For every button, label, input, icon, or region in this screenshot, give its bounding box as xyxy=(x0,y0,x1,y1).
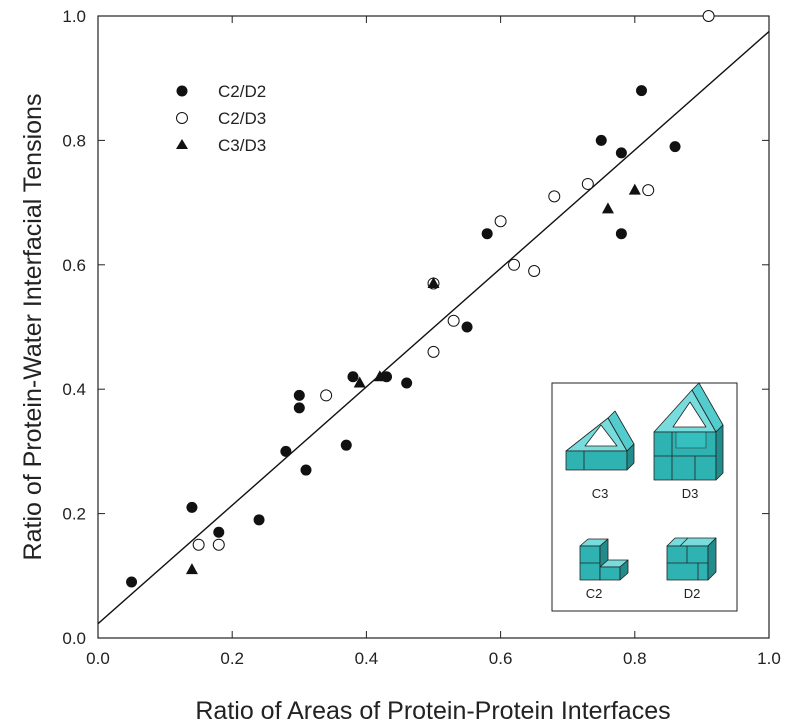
c2-shape-icon xyxy=(579,538,629,581)
legend: C2/D2 C2/D3 C3/D3 xyxy=(176,82,266,155)
point-c2d3 xyxy=(494,215,507,228)
y-axis-title: Ratio of Protein-Water Interfacial Tensi… xyxy=(19,94,47,561)
point-c2d3 xyxy=(212,538,225,551)
point-c2d2 xyxy=(293,402,305,414)
point-c2d2 xyxy=(401,377,413,389)
inset-label-c2: C2 xyxy=(586,586,603,601)
point-c2d2 xyxy=(669,141,681,153)
point-c2d2 xyxy=(615,147,627,159)
point-c2d3 xyxy=(702,10,715,22)
fit-line-group xyxy=(98,31,769,625)
point-c2d2 xyxy=(340,439,352,451)
x-axis-title: Ratio of Areas of Protein-Protein Interf… xyxy=(195,697,670,725)
legend-label-c2d3: C2/D3 xyxy=(218,109,266,128)
d3-shape-icon xyxy=(653,382,724,481)
point-c2d2 xyxy=(186,501,198,513)
point-c2d2 xyxy=(300,464,312,476)
axis-ticks: 0.0 0.2 0.4 0.6 0.8 1.0 0.0 0.2 0.4 0.6 0.8 1.0 xyxy=(62,7,780,668)
point-c2d3 xyxy=(528,265,541,278)
legend-label-c2d2: C2/D2 xyxy=(218,82,266,101)
c3-shape-icon xyxy=(565,410,635,471)
x-tick-label: 0.0 xyxy=(86,649,110,668)
x-tick-label: 0.8 xyxy=(623,649,647,668)
point-c2d3 xyxy=(508,258,521,271)
point-c2d2 xyxy=(213,526,225,538)
d2-shape-icon xyxy=(666,537,717,581)
y-tick-label: 0.6 xyxy=(62,256,86,275)
point-c2d2 xyxy=(461,321,473,333)
point-c2d2 xyxy=(481,228,493,240)
point-c2d3 xyxy=(427,345,440,358)
point-c2d2 xyxy=(126,576,138,588)
point-c2d3 xyxy=(581,177,594,190)
point-c3d3 xyxy=(427,276,440,288)
point-c2d2 xyxy=(636,85,648,97)
y-tick-label: 0.2 xyxy=(62,505,86,524)
point-c2d3 xyxy=(447,314,460,327)
x-tick-label: 0.4 xyxy=(355,649,379,668)
legend-marker-c3d3 xyxy=(176,139,188,149)
legend-marker-c2d3 xyxy=(176,112,188,124)
point-c3d3 xyxy=(185,563,198,575)
plot-frame xyxy=(97,15,770,639)
point-c3d3 xyxy=(373,370,386,382)
point-c2d2 xyxy=(253,514,265,526)
point-c3d3 xyxy=(353,376,366,388)
inset-label-d3: D3 xyxy=(682,486,699,501)
inset-shapes-box: C3 D3 C2 D2 xyxy=(551,382,738,612)
point-c3d3 xyxy=(601,202,614,214)
x-tick-label: 0.6 xyxy=(489,649,513,668)
point-c2d2 xyxy=(347,371,359,383)
y-tick-label: 0.0 xyxy=(62,629,86,648)
inset-label-c3: C3 xyxy=(592,486,609,501)
legend-marker-c2d2 xyxy=(176,85,188,97)
y-tick-label: 0.8 xyxy=(62,131,86,150)
point-c2d3 xyxy=(192,538,205,551)
point-c3d3 xyxy=(628,183,641,195)
y-tick-label: 0.4 xyxy=(62,380,86,399)
fit-line xyxy=(98,31,769,625)
x-tick-label: 0.2 xyxy=(220,649,244,668)
point-c2d2 xyxy=(293,389,305,401)
point-c2d2 xyxy=(615,228,627,240)
point-c2d3 xyxy=(548,190,561,203)
data-points xyxy=(126,10,715,588)
inset-label-d2: D2 xyxy=(684,586,701,601)
legend-label-c3d3: C3/D3 xyxy=(218,136,266,155)
point-c2d3 xyxy=(642,184,655,197)
point-c2d3 xyxy=(320,389,333,402)
point-c2d2 xyxy=(280,445,292,457)
y-tick-label: 1.0 xyxy=(62,7,86,26)
point-c2d2 xyxy=(595,134,607,146)
x-tick-label: 1.0 xyxy=(757,649,781,668)
